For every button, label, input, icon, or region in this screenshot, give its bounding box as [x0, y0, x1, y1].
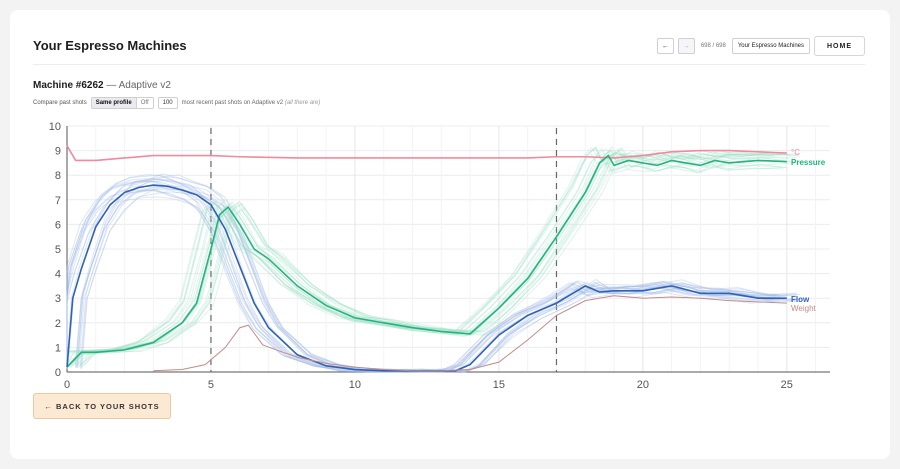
history-flow-trace	[74, 184, 796, 373]
history-flow-trace	[66, 177, 786, 373]
y-tick-label: 9	[55, 146, 61, 158]
history-flow-trace	[67, 178, 788, 373]
series-label-weight: Weight	[791, 304, 817, 313]
x-tick-label: 5	[208, 379, 214, 391]
y-tick-label: 1	[55, 342, 61, 354]
y-tick-label: 5	[55, 244, 61, 256]
history-pressure-trace	[66, 155, 778, 367]
y-tick-label: 7	[55, 195, 61, 207]
history-pressure-trace	[66, 146, 770, 366]
machine-select[interactable]: Your Espresso Machines	[731, 38, 810, 54]
main-card	[10, 10, 890, 459]
back-to-shots-button[interactable]: ← BACK TO YOUR SHOTS	[33, 393, 171, 419]
machine-separator: —	[103, 80, 119, 91]
history-pressure-trace	[71, 155, 792, 367]
history-pressure-trace	[80, 146, 801, 369]
compare-toggle: Same profile Off	[90, 97, 154, 109]
compare-note: most recent past shots on Adaptive v2 (a…	[182, 100, 321, 106]
history-flow-trace	[66, 189, 772, 373]
history-pressure-trace	[66, 158, 782, 368]
series-pressure	[66, 154, 787, 368]
y-tick-label: 10	[49, 121, 61, 133]
machine-profile: Adaptive v2	[118, 80, 171, 91]
history-flow-trace	[66, 178, 779, 373]
history-pressure-trace	[68, 149, 789, 367]
compare-note-text: most recent past shots on Adaptive v2	[181, 100, 284, 106]
series-label-temperature: °C	[791, 148, 800, 157]
history-pressure-trace	[70, 145, 791, 369]
series-label-flow: Flow	[791, 295, 810, 304]
history-pressure-trace	[75, 147, 797, 367]
history-flow-trace	[80, 191, 801, 373]
compare-count-input[interactable]: 100	[157, 97, 178, 109]
off-option[interactable]: Off	[135, 98, 153, 108]
previous-shot-button[interactable]: ←	[656, 38, 674, 54]
history-flow-trace	[76, 180, 797, 373]
history-pressure-trace	[77, 149, 798, 369]
history-flow-trace	[66, 181, 772, 373]
home-button[interactable]: HOME	[814, 36, 865, 56]
compare-label: Compare past shots	[33, 100, 87, 106]
machine-heading: Machine #6262 — Adaptive v2	[33, 80, 171, 91]
y-tick-label: 8	[55, 170, 61, 182]
next-shot-button[interactable]: →	[677, 38, 695, 54]
series-flow	[66, 184, 787, 372]
history-pressure-trace	[66, 146, 774, 367]
series-temperature	[66, 145, 787, 162]
x-tick-label: 0	[64, 379, 70, 391]
y-tick-label: 4	[55, 269, 61, 281]
history-flow-trace	[76, 173, 797, 373]
series-weight	[153, 295, 787, 372]
same-profile-option[interactable]: Same profile	[91, 98, 136, 108]
history-flow-trace	[79, 176, 801, 372]
y-tick-label: 6	[55, 219, 61, 231]
shot-counter: 698 / 698	[700, 43, 726, 49]
x-tick-label: 20	[637, 379, 649, 391]
header-divider	[33, 64, 865, 65]
history-flow-trace	[66, 189, 774, 373]
history-pressure-trace	[66, 160, 787, 369]
history-flow-trace	[66, 189, 776, 373]
history-pressure-trace	[68, 148, 790, 368]
history-pressure-trace	[79, 147, 800, 367]
x-tick-label: 10	[349, 379, 361, 391]
y-tick-label: 3	[55, 293, 61, 305]
shot-navigation: ← → 698 / 698 Your Espresso Machines HOM…	[656, 36, 865, 56]
history-flow-trace	[75, 187, 796, 373]
history-flow-trace	[66, 185, 782, 373]
series-label-pressure: Pressure	[791, 158, 826, 167]
y-tick-label: 0	[55, 367, 61, 379]
x-tick-label: 15	[493, 379, 505, 391]
history-pressure-trace	[66, 161, 786, 368]
page-title: Your Espresso Machines	[33, 38, 187, 53]
history-flow-trace	[66, 174, 778, 372]
history-pressure-trace	[66, 159, 784, 367]
compare-controls: Compare past shots Same profile Off 100 …	[33, 97, 320, 109]
compare-note-extra: (all there are)	[284, 100, 321, 106]
y-tick-label: 2	[55, 318, 61, 330]
history-pressure-trace	[83, 157, 804, 366]
history-flow-trace	[66, 180, 777, 373]
history-flow-trace	[66, 180, 775, 373]
x-tick-label: 25	[781, 379, 793, 391]
machine-name: Machine #6262	[33, 80, 104, 91]
